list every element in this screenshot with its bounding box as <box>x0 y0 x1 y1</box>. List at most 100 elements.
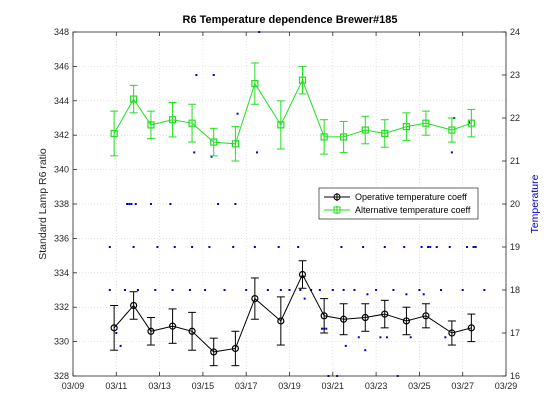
temperature-point <box>474 246 477 248</box>
temperature-point <box>429 246 432 248</box>
data-point <box>340 315 348 323</box>
temperature-point <box>392 289 395 291</box>
temperature-point <box>325 327 328 330</box>
temperature-point <box>108 246 111 248</box>
y2-tick-label: 22 <box>510 113 520 123</box>
temperature-point <box>379 336 382 339</box>
temperature-point <box>169 203 172 205</box>
y-tick-label: 340 <box>54 165 69 175</box>
temperature-point <box>448 246 451 248</box>
data-point <box>467 324 475 332</box>
temperature-point <box>119 344 122 347</box>
temperature-point <box>340 246 343 248</box>
y2-tick-label: 21 <box>510 156 520 166</box>
data-point <box>188 119 196 127</box>
x-tick-label: 03/23 <box>365 381 388 391</box>
data-point <box>402 317 411 325</box>
temperature-point <box>279 289 282 291</box>
data-point <box>277 317 285 325</box>
legend: Operative temperature coeff Alternative … <box>318 187 479 220</box>
x-tick-label: 03/19 <box>278 381 301 391</box>
temperature-point <box>353 289 356 291</box>
temperature-point <box>108 289 111 291</box>
temperature-point <box>277 246 280 248</box>
temperature-point <box>405 293 408 296</box>
temperature-point <box>191 246 194 248</box>
data-point <box>340 133 348 141</box>
y-axis-label: Standard Lamp R6 ratio <box>37 148 49 260</box>
x-tick-label: 03/15 <box>192 381 215 391</box>
y2-tick-label: 23 <box>510 70 520 80</box>
data-point <box>298 270 307 279</box>
ticks: 03/09 03/11 03/13 03/15 03/17 03/19 03/21 03/23… <box>54 27 520 391</box>
temperature-point <box>123 289 126 291</box>
temperature-point <box>357 336 360 339</box>
temperature-point <box>136 289 139 291</box>
temperature-point <box>409 336 412 339</box>
data-point <box>381 129 389 138</box>
temperature-point <box>468 121 471 124</box>
legend-label-operative: Operative temperature coeff <box>355 192 467 202</box>
temperature-point <box>234 203 237 205</box>
y2-axis-label: Temperature <box>529 174 541 233</box>
chart-title: R6 Temperature dependence Brewer#185 <box>183 14 398 26</box>
temperature-point <box>253 246 256 248</box>
temperature-point <box>364 349 367 352</box>
data-point <box>320 312 328 320</box>
x-tick-label: 03/29 <box>495 381 518 391</box>
temperature-point <box>450 151 453 154</box>
temperature-point <box>132 246 135 248</box>
x-tick-label: 03/17 <box>235 381 258 391</box>
temperature-point <box>204 289 207 291</box>
legend-box <box>318 187 479 220</box>
data-point <box>210 138 218 146</box>
data-point <box>168 116 177 124</box>
y2-tick-label: 20 <box>510 199 520 209</box>
temperature-point <box>483 289 486 291</box>
temperature-point <box>232 246 235 248</box>
x-tick-label: 03/25 <box>408 381 431 391</box>
x-tick-label: 03/13 <box>148 381 171 391</box>
temperature-point <box>128 203 131 205</box>
data-point <box>251 79 259 88</box>
temperature-point <box>403 246 406 248</box>
temperature-point <box>427 246 430 248</box>
data-point <box>467 119 475 127</box>
temperature-point <box>217 203 220 205</box>
temperature-point <box>171 289 174 291</box>
y-tick-label: 336 <box>54 233 69 243</box>
temperature-point <box>134 203 137 205</box>
temperature-point <box>297 246 300 248</box>
legend-marker-alternative <box>333 206 341 214</box>
data-point <box>402 122 411 131</box>
y-tick-label: 346 <box>54 61 69 71</box>
temperature-point <box>435 246 438 248</box>
temperature-point <box>303 297 306 300</box>
y-tick-label: 348 <box>54 27 69 37</box>
temperature-point <box>362 246 365 248</box>
temperature-point <box>422 293 425 296</box>
data-point <box>361 313 369 322</box>
temperature-point <box>342 289 345 291</box>
temperature-point <box>266 289 269 291</box>
data-point <box>147 121 155 129</box>
data-point <box>147 327 155 335</box>
y-tick-label: 342 <box>54 130 69 140</box>
data-point <box>320 133 328 141</box>
x-tick-label: 03/11 <box>105 381 127 391</box>
temperature-point <box>288 289 291 291</box>
data-point <box>277 121 285 129</box>
temperature-point <box>418 289 421 291</box>
y-tick-label: 332 <box>54 302 69 312</box>
temperature-point <box>344 344 347 347</box>
legend-label-alternative: Alternative temperature coeff <box>355 205 471 215</box>
data-point <box>130 301 138 310</box>
y-tick-label: 330 <box>54 337 69 347</box>
temperature-point <box>193 151 196 154</box>
temperature-point <box>154 289 157 291</box>
temperature-point <box>188 289 191 291</box>
temperature-point <box>223 289 226 291</box>
temperature-point <box>115 332 118 334</box>
y-tick-label: 334 <box>54 268 69 278</box>
data-point <box>231 140 239 148</box>
